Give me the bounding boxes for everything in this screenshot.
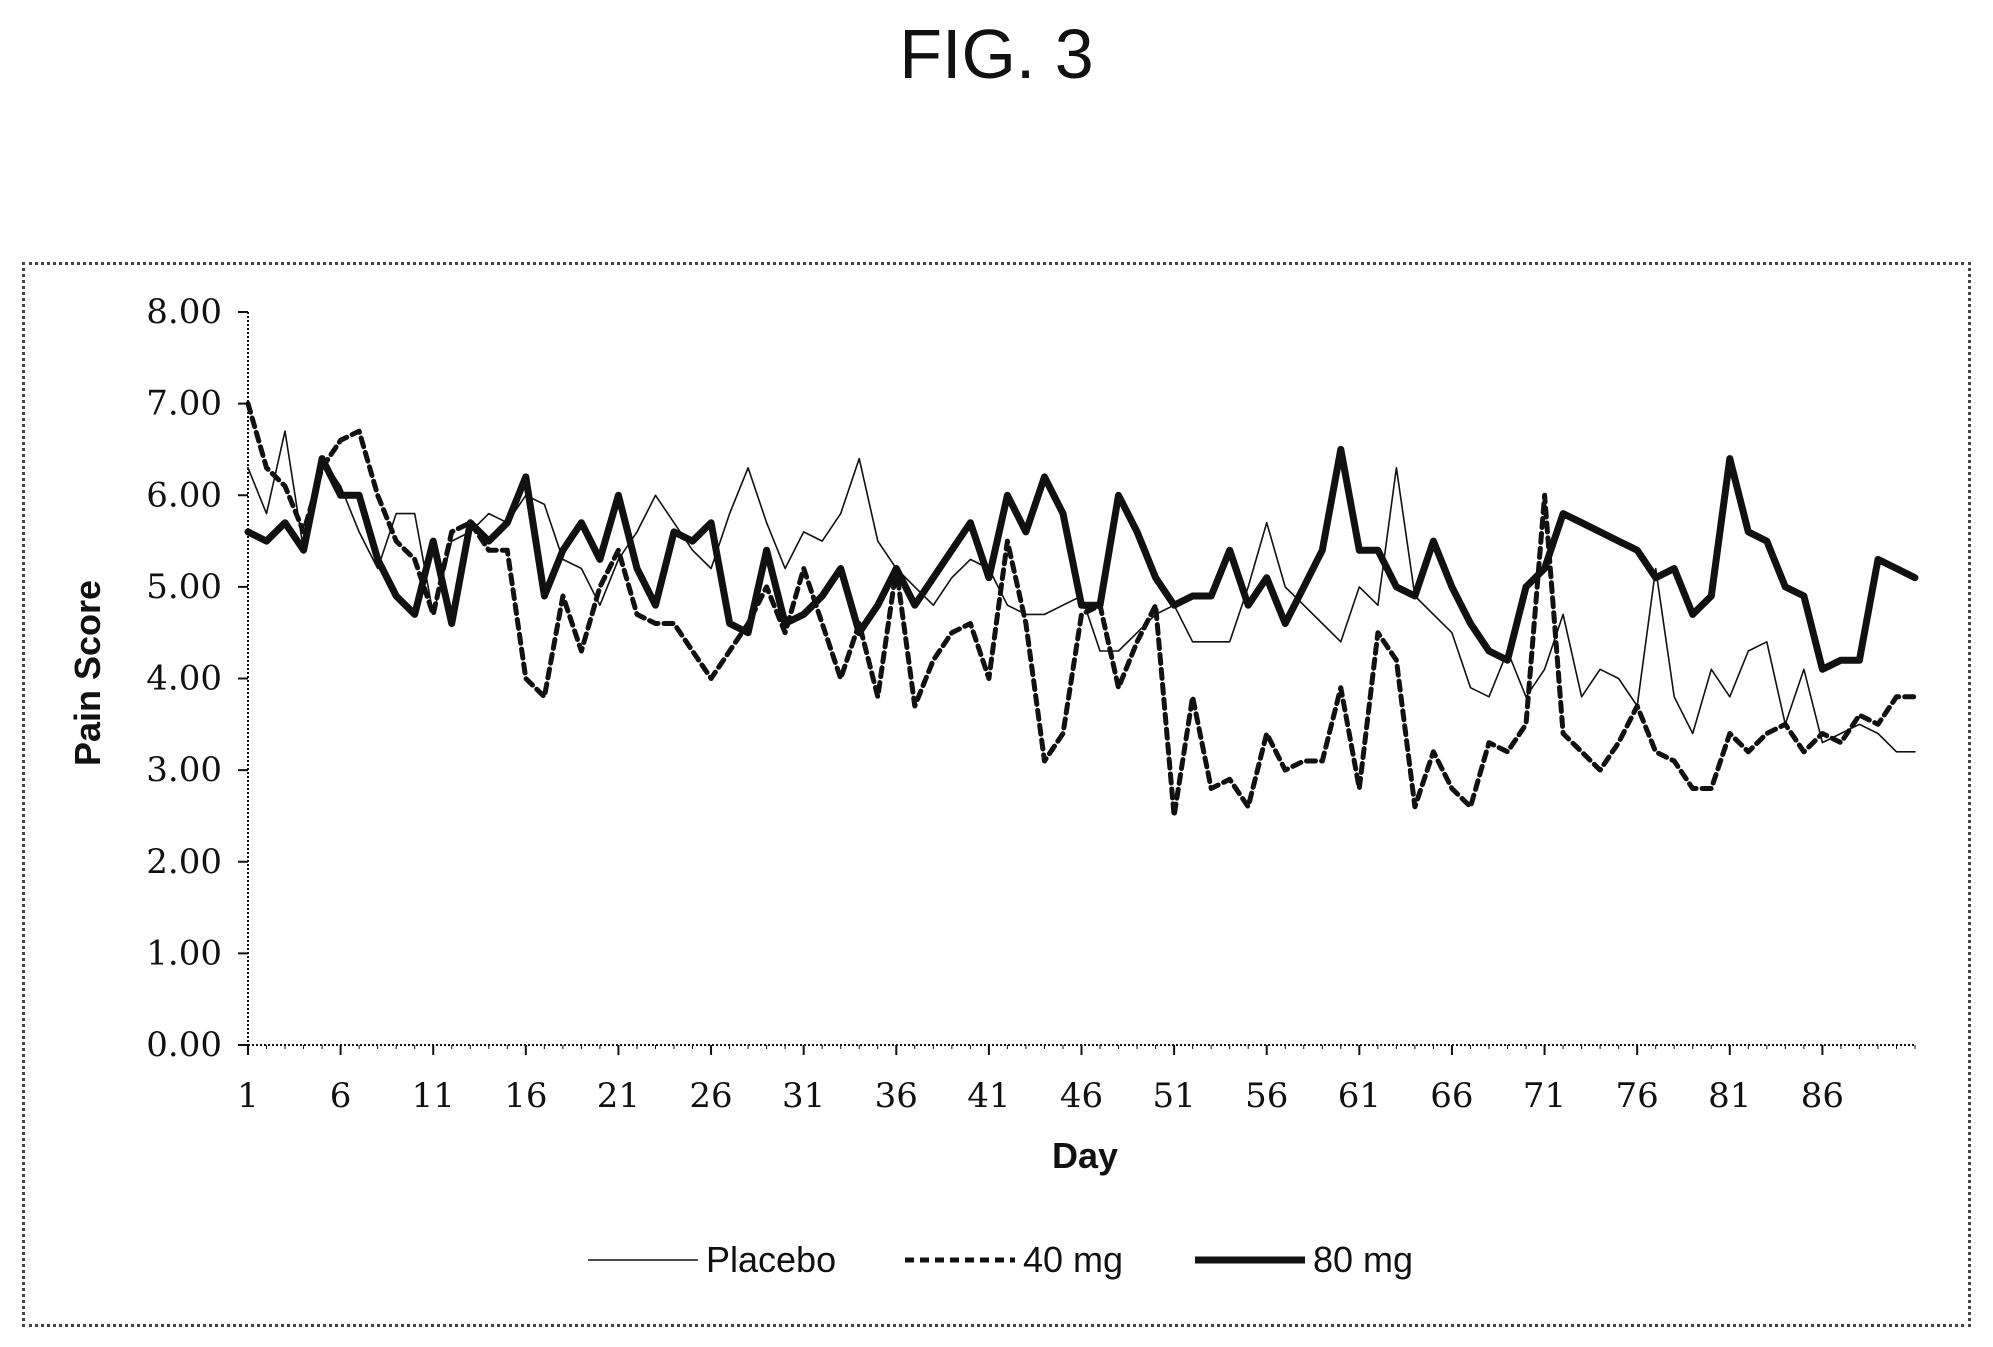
x-tick-label: 51 — [1152, 1076, 1195, 1116]
x-axis-label: Day — [1052, 1135, 1118, 1176]
y-tick-label: 7.00 — [146, 384, 222, 424]
series-line-40-mg — [245, 401, 1918, 819]
figure-title: FIG. 3 — [899, 15, 1094, 93]
y-tick-label: 6.00 — [146, 475, 222, 515]
y-tick-label: 3.00 — [146, 750, 222, 790]
x-tick-label: 26 — [689, 1076, 732, 1116]
x-tick-label: 36 — [875, 1076, 918, 1116]
x-tick-label: 66 — [1430, 1076, 1473, 1116]
x-tick-label: 6 — [330, 1076, 352, 1116]
x-tick-label: 76 — [1616, 1076, 1659, 1116]
chart-axes: 0.001.002.003.004.005.006.007.008.001 6 11… — [146, 292, 1916, 1116]
x-tick-label: 86 — [1801, 1076, 1844, 1116]
chart-legend: Placebo 40 mg 80 mg — [588, 1239, 1413, 1280]
x-tick-label: 31 — [782, 1076, 825, 1116]
x-tick-label: 46 — [1060, 1076, 1103, 1116]
x-tick-label: 71 — [1523, 1076, 1566, 1116]
y-tick-label: 2.00 — [146, 842, 222, 882]
y-axis-label: Pain Score — [67, 580, 108, 766]
x-tick-label: 41 — [967, 1076, 1010, 1116]
x-tick-label: 16 — [504, 1076, 547, 1116]
y-tick-label: 8.00 — [146, 292, 222, 332]
x-tick-label: 56 — [1245, 1076, 1288, 1116]
legend-label: 80 mg — [1313, 1239, 1413, 1280]
x-tick-label: 61 — [1338, 1076, 1381, 1116]
chart-frame — [22, 262, 1971, 1327]
x-tick-label: 1 — [237, 1076, 259, 1116]
legend-label: Placebo — [706, 1239, 836, 1280]
y-tick-label: 5.00 — [146, 567, 222, 607]
series-line-80-mg — [244, 445, 1919, 673]
y-tick-label: 4.00 — [146, 659, 222, 699]
chart-series — [244, 401, 1919, 819]
x-tick-label: 11 — [412, 1076, 455, 1116]
y-tick-label: 1.00 — [146, 933, 222, 973]
x-tick-label: 21 — [597, 1076, 640, 1116]
x-tick-label: 81 — [1708, 1076, 1751, 1116]
legend-label: 40 mg — [1023, 1239, 1123, 1280]
y-tick-label: 0.00 — [146, 1025, 222, 1065]
